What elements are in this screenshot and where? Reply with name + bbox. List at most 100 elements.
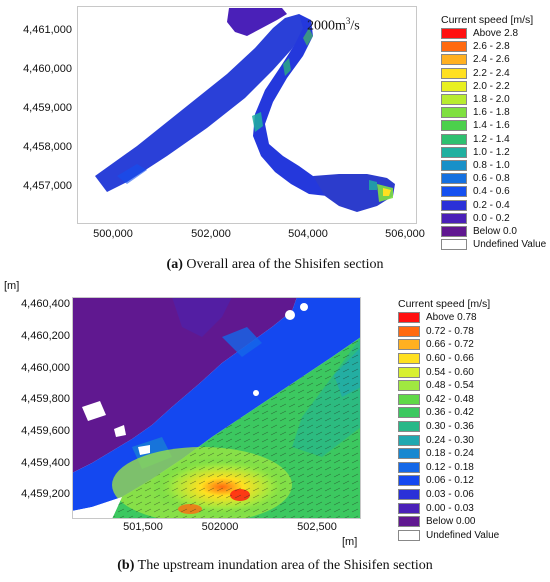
y-unit-label: [m]: [4, 280, 20, 292]
legend-item: 0.12 - 0.18: [398, 461, 499, 475]
legend-label: 2.4 - 2.6: [473, 54, 510, 66]
legend-item: 0.42 - 0.48: [398, 393, 499, 407]
legend-swatch: [398, 353, 420, 365]
legend-label: Undefined Value: [473, 239, 547, 251]
legend-item: 0.6 - 0.8: [441, 172, 546, 185]
legend-swatch: [398, 407, 420, 419]
river-channel-upper: [95, 14, 309, 192]
legend-swatch: [441, 159, 467, 171]
y-tick-label: 4,457,000: [23, 180, 72, 192]
legend-item: 0.48 - 0.54: [398, 379, 499, 393]
panel-b-legend: Current speed [m/s] Above 0.78 0.72 - 0.7…: [398, 298, 499, 542]
legend-title: Current speed [m/s]: [441, 14, 534, 26]
legend-item: 1.4 - 1.6: [441, 119, 546, 132]
x-tick-label: 506,000: [385, 228, 425, 240]
legend-swatch: [441, 80, 467, 92]
legend-swatch: [398, 325, 420, 337]
legend-label: Above 2.8: [473, 28, 519, 40]
legend-label: 2.2 - 2.4: [473, 67, 510, 79]
legend-label: 0.12 - 0.18: [426, 461, 474, 473]
legend-item: 0.18 - 0.24: [398, 447, 499, 461]
legend-swatch: [441, 107, 467, 119]
legend-label: 0.06 - 0.12: [426, 475, 474, 487]
legend-label: 0.42 - 0.48: [426, 393, 474, 405]
legend-label: 2.6 - 2.8: [473, 41, 510, 53]
legend-item: 0.54 - 0.60: [398, 365, 499, 379]
x-tick-label: 502000: [201, 521, 239, 533]
legend-item: 0.72 - 0.78: [398, 325, 499, 339]
legend-swatch: [441, 28, 467, 40]
legend-label: 1.6 - 1.8: [473, 107, 510, 119]
legend-item: 0.60 - 0.66: [398, 352, 499, 366]
legend-swatch: [398, 489, 420, 501]
legend-swatch: [398, 366, 420, 378]
legend-item: 1.8 - 2.0: [441, 93, 546, 106]
legend-label: 0.36 - 0.42: [426, 407, 474, 419]
legend-item: 0.03 - 0.06: [398, 488, 499, 502]
legend-label: Below 0.0: [473, 225, 517, 237]
legend-swatch: [398, 312, 420, 324]
legend-item: 2.6 - 2.8: [441, 40, 546, 53]
y-tick-label: 4,459,200: [21, 488, 70, 500]
y-tick-label: 4,459,400: [21, 457, 70, 469]
legend-item: 0.8 - 1.0: [441, 159, 546, 172]
panel-b-caption: (b) The upstream inundation area of the …: [117, 558, 433, 573]
legend-item: 2.4 - 2.6: [441, 53, 546, 66]
panel-a: 4,461,000 4,460,000 4,459,000 4,458,000 …: [0, 0, 550, 280]
panel-b-map: [72, 297, 361, 519]
legend-label: 0.48 - 0.54: [426, 380, 474, 392]
legend-swatch: [441, 199, 467, 211]
legend-label: 0.0 - 0.2: [473, 212, 510, 224]
legend-item: Above 2.8: [441, 27, 546, 40]
flow-rate-label: 2000m3/s: [307, 16, 360, 34]
legend-swatch: [398, 380, 420, 392]
legend-label: 0.18 - 0.24: [426, 448, 474, 460]
river-channel-bend: [253, 14, 333, 196]
legend-label: 0.72 - 0.78: [426, 325, 474, 337]
legend-item: 1.0 - 1.2: [441, 146, 546, 159]
panel-a-legend: Current speed [m/s] Above 2.8 2.6 - 2.8 2.…: [441, 14, 546, 251]
legend-swatch: [398, 421, 420, 433]
legend-swatch: [441, 239, 467, 251]
y-tick-label: 4,459,600: [21, 425, 70, 437]
x-tick-label: 501,500: [123, 521, 163, 533]
legend-swatch: [398, 434, 420, 446]
y-tick-label: 4,460,200: [21, 330, 70, 342]
legend-item: 0.0 - 0.2: [441, 212, 546, 225]
legend-item: 2.0 - 2.2: [441, 80, 546, 93]
legend-label: Undefined Value: [426, 529, 500, 541]
x-tick-label: 500,000: [93, 228, 133, 240]
x-tick-label: 502,000: [191, 228, 231, 240]
legend-label: 1.0 - 1.2: [473, 146, 510, 158]
legend-swatch: [398, 461, 420, 473]
legend-label: 0.54 - 0.60: [426, 366, 474, 378]
legend-swatch: [398, 529, 420, 541]
legend-label: 0.03 - 0.06: [426, 489, 474, 501]
legend-swatch: [441, 67, 467, 79]
legend-items: Above 0.78 0.72 - 0.78 0.66 - 0.72 0.60 - 0…: [398, 311, 499, 542]
legend-label: 0.24 - 0.30: [426, 434, 474, 446]
legend-label: 1.2 - 1.4: [473, 133, 510, 145]
legend-label: 0.6 - 0.8: [473, 173, 510, 185]
legend-swatch: [441, 133, 467, 145]
legend-swatch: [398, 393, 420, 405]
y-tick-label: 4,459,000: [23, 102, 72, 114]
legend-item: 0.2 - 0.4: [441, 198, 546, 211]
legend-title: Current speed [m/s]: [398, 298, 491, 310]
legend-label: Below 0.00: [426, 516, 476, 528]
legend-item: 0.36 - 0.42: [398, 406, 499, 420]
legend-item: 0.00 - 0.03: [398, 501, 499, 515]
y-tick-label: 4,459,800: [21, 393, 70, 405]
legend-item: 1.6 - 1.8: [441, 106, 546, 119]
y-tick-label: 4,458,000: [23, 141, 72, 153]
legend-swatch: [441, 41, 467, 53]
legend-swatch: [441, 94, 467, 106]
legend-item: Below 0.0: [441, 225, 546, 238]
legend-label: 0.4 - 0.6: [473, 186, 510, 198]
legend-label: 1.4 - 1.6: [473, 120, 510, 132]
legend-item: Above 0.78: [398, 311, 499, 325]
legend-label: 0.60 - 0.66: [426, 353, 474, 365]
legend-swatch: [441, 212, 467, 224]
y-tick-label: 4,460,000: [23, 63, 72, 75]
legend-swatch: [441, 173, 467, 185]
